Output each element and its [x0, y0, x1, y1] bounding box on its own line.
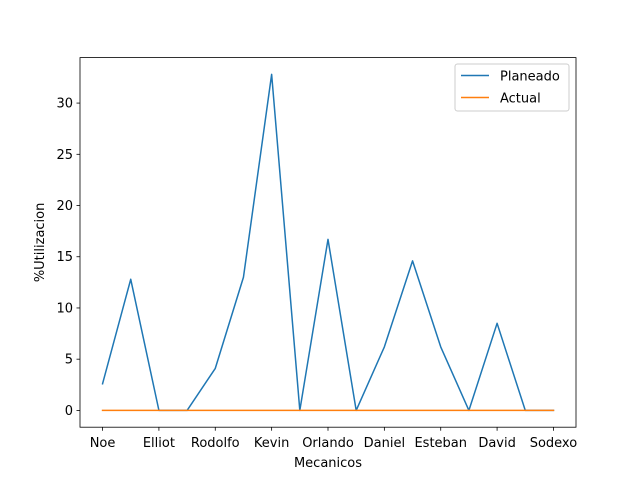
axes-layer: Noe Elliot Rodolfo Kevin Orlando Daniel Esteba…: [56, 97, 577, 452]
x-tick-label-david: David: [478, 436, 516, 451]
x-tick-label-daniel: Daniel: [364, 436, 405, 451]
x-tick-label-noe: Noe: [90, 436, 116, 451]
x-tick-label-kevin: Kevin: [254, 436, 289, 451]
y-tick-label-30: 30: [56, 97, 73, 112]
y-tick-label-0: 0: [65, 404, 73, 419]
y-tick-label-15: 15: [56, 250, 73, 265]
x-axis-label: Mecanicos: [294, 456, 362, 471]
x-tick-label-sodexo: Sodexo: [530, 436, 578, 451]
y-tick-label-25: 25: [56, 148, 73, 163]
x-tick-label-rodolfo: Rodolfo: [191, 436, 240, 451]
x-tick-label-orlando: Orlando: [302, 436, 354, 451]
plot-frame: [79, 57, 577, 428]
legend-label-actual: Actual: [500, 92, 541, 107]
x-tick-label-elliot: Elliot: [143, 436, 175, 451]
y-tick-label-10: 10: [56, 301, 73, 316]
x-tick-label-esteban: Esteban: [414, 436, 467, 451]
y-tick-label-20: 20: [56, 199, 73, 214]
y-axis-label: %Utilizacion: [33, 203, 48, 283]
legend-label-planeado: Planeado: [500, 70, 560, 85]
y-tick-label-5: 5: [65, 353, 73, 368]
series-layer: [101, 73, 555, 412]
legend: Planeado Actual: [454, 63, 570, 112]
